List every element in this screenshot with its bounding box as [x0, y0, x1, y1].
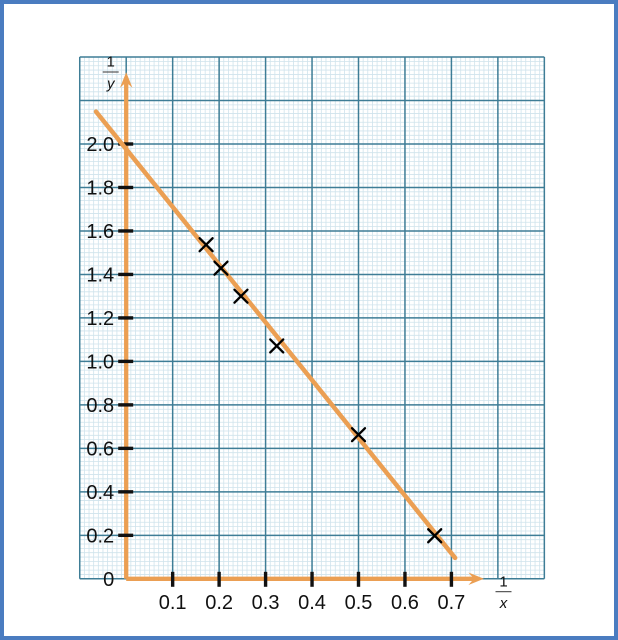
svg-text:0.2: 0.2	[205, 592, 233, 614]
svg-text:0.5: 0.5	[345, 592, 373, 614]
svg-text:1.6: 1.6	[86, 221, 114, 243]
svg-text:1.8: 1.8	[86, 177, 114, 199]
svg-text:0.6: 0.6	[86, 438, 114, 460]
svg-text:0.6: 0.6	[391, 592, 419, 614]
svg-text:0: 0	[103, 569, 114, 591]
svg-text:0.1: 0.1	[159, 592, 187, 614]
svg-text:1: 1	[107, 54, 115, 71]
svg-text:x: x	[499, 595, 508, 612]
svg-text:1.2: 1.2	[86, 308, 114, 330]
svg-text:0.4: 0.4	[86, 482, 114, 504]
svg-text:1.0: 1.0	[86, 351, 114, 373]
svg-text:0.2: 0.2	[86, 525, 114, 547]
svg-text:0.3: 0.3	[252, 592, 280, 614]
svg-text:0.4: 0.4	[298, 592, 326, 614]
svg-text:y: y	[106, 76, 116, 93]
svg-text:1: 1	[499, 574, 507, 591]
svg-text:0.7: 0.7	[438, 592, 466, 614]
svg-text:1.4: 1.4	[86, 264, 114, 286]
svg-text:0.8: 0.8	[86, 395, 114, 417]
svg-text:2.0: 2.0	[86, 134, 114, 156]
